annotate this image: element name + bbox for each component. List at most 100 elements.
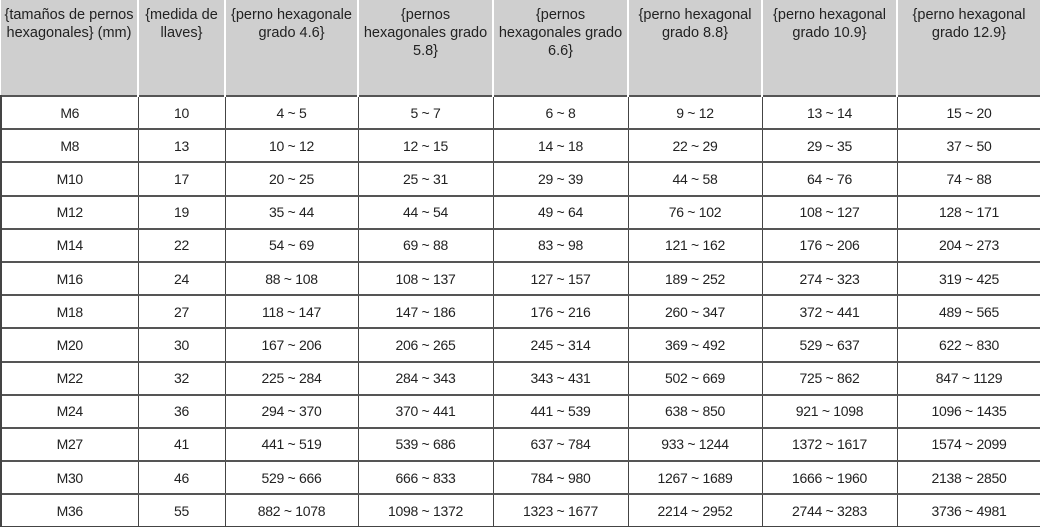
table-cell: 225 ~ 284 (224, 360, 359, 396)
table-cell: 30 (137, 327, 226, 363)
column-header: {perno hexagonale grado 4.6} (225, 0, 359, 96)
table-cell: 46 (137, 460, 226, 495)
table-cell: 54 ~ 69 (224, 227, 359, 263)
table-cell: M14 (0, 227, 139, 263)
table-cell: 128 ~ 171 (896, 194, 1040, 230)
table-cell: 74 ~ 88 (896, 161, 1040, 197)
table-cell: M27 (0, 426, 139, 462)
table-cell: 245 ~ 314 (492, 327, 629, 363)
table-cell: 118 ~ 147 (224, 294, 359, 329)
table-row: M30 46 529 ~ 666 666 ~ 833 784 ~ 980 1267 ~ 1… (0, 460, 1040, 495)
table-row: M10 17 20 ~ 25 25 ~ 31 29 ~ 39 44 ~ 58 64 ~ 76… (0, 161, 1040, 197)
table-cell: 55 (137, 493, 226, 527)
table-cell: 1267 ~ 1689 (627, 460, 763, 495)
table-cell: 204 ~ 273 (896, 227, 1040, 263)
table-cell: 284 ~ 343 (357, 360, 494, 396)
table-cell: 147 ~ 186 (357, 294, 494, 329)
table-cell: 83 ~ 98 (492, 227, 629, 263)
table-cell: 369 ~ 492 (627, 327, 763, 363)
table-cell: 24 (137, 260, 226, 296)
table-cell: M18 (0, 294, 139, 329)
table-cell: 41 (137, 426, 226, 462)
table-row: M18 27 118 ~ 147 147 ~ 186 176 ~ 216 260 ~ 34… (0, 294, 1040, 329)
table-cell: 13 ~ 14 (761, 94, 898, 130)
table-cell: 14 ~ 18 (492, 128, 629, 163)
table-cell: 12 ~ 15 (357, 128, 494, 163)
table-cell: 10 ~ 12 (224, 128, 359, 163)
column-header: {tamaños de pernos hexagonales} (mm) (1, 0, 139, 96)
table-cell: 529 ~ 666 (224, 460, 359, 495)
table-cell: 343 ~ 431 (492, 360, 629, 396)
table-cell: 2138 ~ 2850 (896, 460, 1040, 495)
table-cell: 13 (137, 128, 226, 163)
table-cell: 1323 ~ 1677 (492, 493, 629, 527)
table-cell: 15 ~ 20 (896, 94, 1040, 130)
table-cell: 1666 ~ 1960 (761, 460, 898, 495)
table-cell: 108 ~ 127 (761, 194, 898, 230)
table-cell: 44 ~ 58 (627, 161, 763, 197)
table-cell: 372 ~ 441 (761, 294, 898, 329)
table-cell: 529 ~ 637 (761, 327, 898, 363)
table-cell: 37 ~ 50 (896, 128, 1040, 163)
table-cell: M30 (0, 460, 139, 495)
table-cell: 2744 ~ 3283 (761, 493, 898, 527)
column-header: {perno hexagonal grado 10.9} (762, 0, 898, 96)
table-cell: 4 ~ 5 (224, 94, 359, 130)
table-cell: 502 ~ 669 (627, 360, 763, 396)
column-header: {pernos hexagonales grado 6.6} (493, 0, 629, 96)
column-header: {pernos hexagonales grado 5.8} (358, 0, 494, 96)
table-cell: 1574 ~ 2099 (896, 426, 1040, 462)
table-cell: 370 ~ 441 (357, 393, 494, 429)
table-row: M22 32 225 ~ 284 284 ~ 343 343 ~ 431 502 ~ 66… (0, 360, 1040, 396)
table-row: M14 22 54 ~ 69 69 ~ 88 83 ~ 98 121 ~ 162 176 ~… (0, 227, 1040, 263)
header-row: {tamaños de pernos hexagonales} (mm) {med… (1, 0, 1040, 96)
table-cell: 22 (137, 227, 226, 263)
table-cell: 127 ~ 157 (492, 260, 629, 296)
table-cell: 27 (137, 294, 226, 329)
table-cell: M22 (0, 360, 139, 396)
table-cell: 10 (137, 94, 226, 130)
table-cell: 1098 ~ 1372 (357, 493, 494, 527)
table-cell: 176 ~ 206 (761, 227, 898, 263)
table-cell: 882 ~ 1078 (224, 493, 359, 527)
table-cell: 2214 ~ 2952 (627, 493, 763, 527)
table-cell: 933 ~ 1244 (627, 426, 763, 462)
table-cell: 3736 ~ 4981 (896, 493, 1040, 527)
table-cell: 206 ~ 265 (357, 327, 494, 363)
table-cell: M12 (0, 194, 139, 230)
column-header: {perno hexagonal grado 8.8} (628, 0, 763, 96)
table-cell: 108 ~ 137 (357, 260, 494, 296)
table-cell: 29 ~ 35 (761, 128, 898, 163)
table-row: M27 41 441 ~ 519 539 ~ 686 637 ~ 784 933 ~ 12… (0, 426, 1040, 462)
table-cell: 539 ~ 686 (357, 426, 494, 462)
table-cell: 1096 ~ 1435 (896, 393, 1040, 429)
table-cell: 1372 ~ 1617 (761, 426, 898, 462)
table-row: M16 24 88 ~ 108 108 ~ 137 127 ~ 157 189 ~ 252… (0, 260, 1040, 296)
table-cell: 20 ~ 25 (224, 161, 359, 197)
table-cell: 489 ~ 565 (896, 294, 1040, 329)
table-cell: M10 (0, 161, 139, 197)
table-cell: 784 ~ 980 (492, 460, 629, 495)
table-cell: 19 (137, 194, 226, 230)
table-cell: M24 (0, 393, 139, 429)
table-row: M36 55 882 ~ 1078 1098 ~ 1372 1323 ~ 1677 221… (0, 493, 1040, 527)
table-cell: 260 ~ 347 (627, 294, 763, 329)
table-cell: M6 (0, 94, 139, 130)
table-cell: 921 ~ 1098 (761, 393, 898, 429)
table-cell: 64 ~ 76 (761, 161, 898, 197)
table-cell: M20 (0, 327, 139, 363)
column-header: {perno hexagonal grado 12.9} (897, 0, 1040, 96)
table-cell: 35 ~ 44 (224, 194, 359, 230)
column-header: {medida de llaves} (138, 0, 226, 96)
table-cell: 441 ~ 539 (492, 393, 629, 429)
table-row: M8 13 10 ~ 12 12 ~ 15 14 ~ 18 22 ~ 29 29 ~ 35 3… (0, 128, 1040, 163)
table-cell: 666 ~ 833 (357, 460, 494, 495)
table-cell: 847 ~ 1129 (896, 360, 1040, 396)
table-row: M24 36 294 ~ 370 370 ~ 441 441 ~ 539 638 ~ 85… (0, 393, 1040, 429)
table-cell: 622 ~ 830 (896, 327, 1040, 363)
table-cell: 22 ~ 29 (627, 128, 763, 163)
table-cell: 189 ~ 252 (627, 260, 763, 296)
table-row: M20 30 167 ~ 206 206 ~ 265 245 ~ 314 369 ~ 49… (0, 327, 1040, 363)
